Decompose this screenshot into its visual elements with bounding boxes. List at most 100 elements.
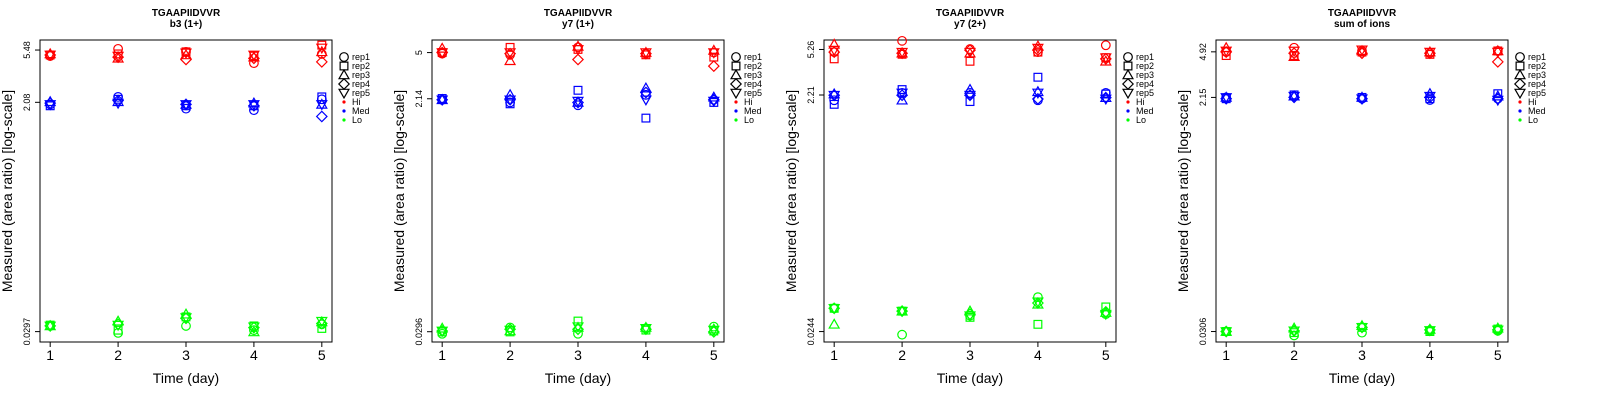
data-point [315,100,328,111]
panel-subtitle: y7 (1+) [562,19,594,30]
legend-marker [731,52,741,62]
data-point [1031,43,1044,55]
legend-marker [1121,77,1135,91]
legend-label: rep1 [1136,52,1154,62]
legend-label: rep4 [744,79,762,89]
data-point [1031,88,1044,100]
y-tick-label: 5.48 [22,41,32,59]
panel-title: TGAAPIIDVVR [544,8,613,19]
data-point [1491,95,1504,107]
x-tick-label: 1 [438,347,446,363]
data-point [112,320,125,332]
plot-frame [39,39,333,343]
data-point [828,303,841,315]
data-point [571,53,585,66]
data-point [180,313,192,324]
y-tick-label: 5 [414,50,424,55]
data-point [504,88,517,100]
legend-label: rep1 [1528,52,1546,62]
data-point [317,323,327,333]
legend-marker [337,77,351,91]
y-axis-label: Measured (area ratio) [log-scale] [0,90,15,292]
data-point [1031,44,1044,57]
data-point [896,306,909,318]
legend-marker [339,61,349,71]
legend-dot [342,118,346,122]
data-point [1031,40,1044,51]
legend-dot [734,109,738,113]
legend-dot [342,109,346,113]
data-point [247,322,260,333]
data-point [1220,325,1233,336]
x-tick-label: 3 [1358,347,1366,363]
data-point [1031,92,1044,105]
data-point [896,47,909,59]
data-point [113,325,123,335]
data-point [1491,44,1504,56]
data-point [1288,91,1301,103]
legend-marker [1515,52,1525,62]
data-point [436,42,449,53]
data-point [112,51,125,63]
data-point [1356,45,1368,57]
data-point [897,35,907,46]
data-point [707,325,720,337]
legend-label: Lo [1136,115,1146,125]
y-tick-label: 2.21 [806,86,816,104]
data-point [573,316,583,326]
data-point [436,48,449,59]
legend-label: rep4 [1528,79,1546,89]
data-point [44,319,57,331]
legend-label: Hi [352,97,361,107]
data-point [315,317,328,330]
x-tick-label: 1 [830,347,838,363]
data-point [436,326,449,338]
legend-marker [339,52,349,62]
plot-frame [431,39,725,343]
x-tick-label: 4 [1034,347,1042,363]
x-tick-label: 5 [1494,347,1502,363]
data-point [896,88,909,100]
data-point [1423,45,1436,57]
data-point [707,48,720,59]
panel-subtitle: y7 (2+) [954,19,986,30]
data-point [315,43,328,55]
legend-label: rep2 [352,61,370,71]
data-point [639,82,652,93]
data-point [179,53,193,66]
data-point [707,60,720,73]
data-point [1491,47,1504,59]
legend-marker [1514,88,1526,100]
data-point [572,45,584,56]
data-point [572,322,584,333]
x-axis-label: Time (day) [937,370,1003,386]
data-point [180,100,192,111]
legend-marker [729,77,743,91]
data-point [828,46,841,59]
legend-label: rep2 [1136,61,1154,71]
legend-label: Lo [744,115,754,125]
x-axis-label: Time (day) [1329,370,1395,386]
y-tick-label: 2.14 [414,90,424,108]
data-point [1491,55,1504,68]
data-point [896,89,909,102]
data-point [1099,55,1112,66]
data-point [1099,309,1112,321]
legend-marker [1122,68,1134,80]
data-point [180,48,192,60]
x-tick-label: 3 [966,347,974,363]
data-point [1099,53,1112,64]
data-point [828,87,841,99]
data-point [707,96,720,108]
y-tick-label: 2.08 [22,94,32,112]
x-tick-label: 4 [250,347,258,363]
data-point [436,95,449,106]
y-axis-label: Measured (area ratio) [log-scale] [783,90,799,292]
data-point [436,93,449,105]
data-point [1031,85,1044,97]
data-point [896,304,909,316]
x-tick-label: 5 [318,347,326,363]
legend-label: rep5 [1136,88,1154,98]
